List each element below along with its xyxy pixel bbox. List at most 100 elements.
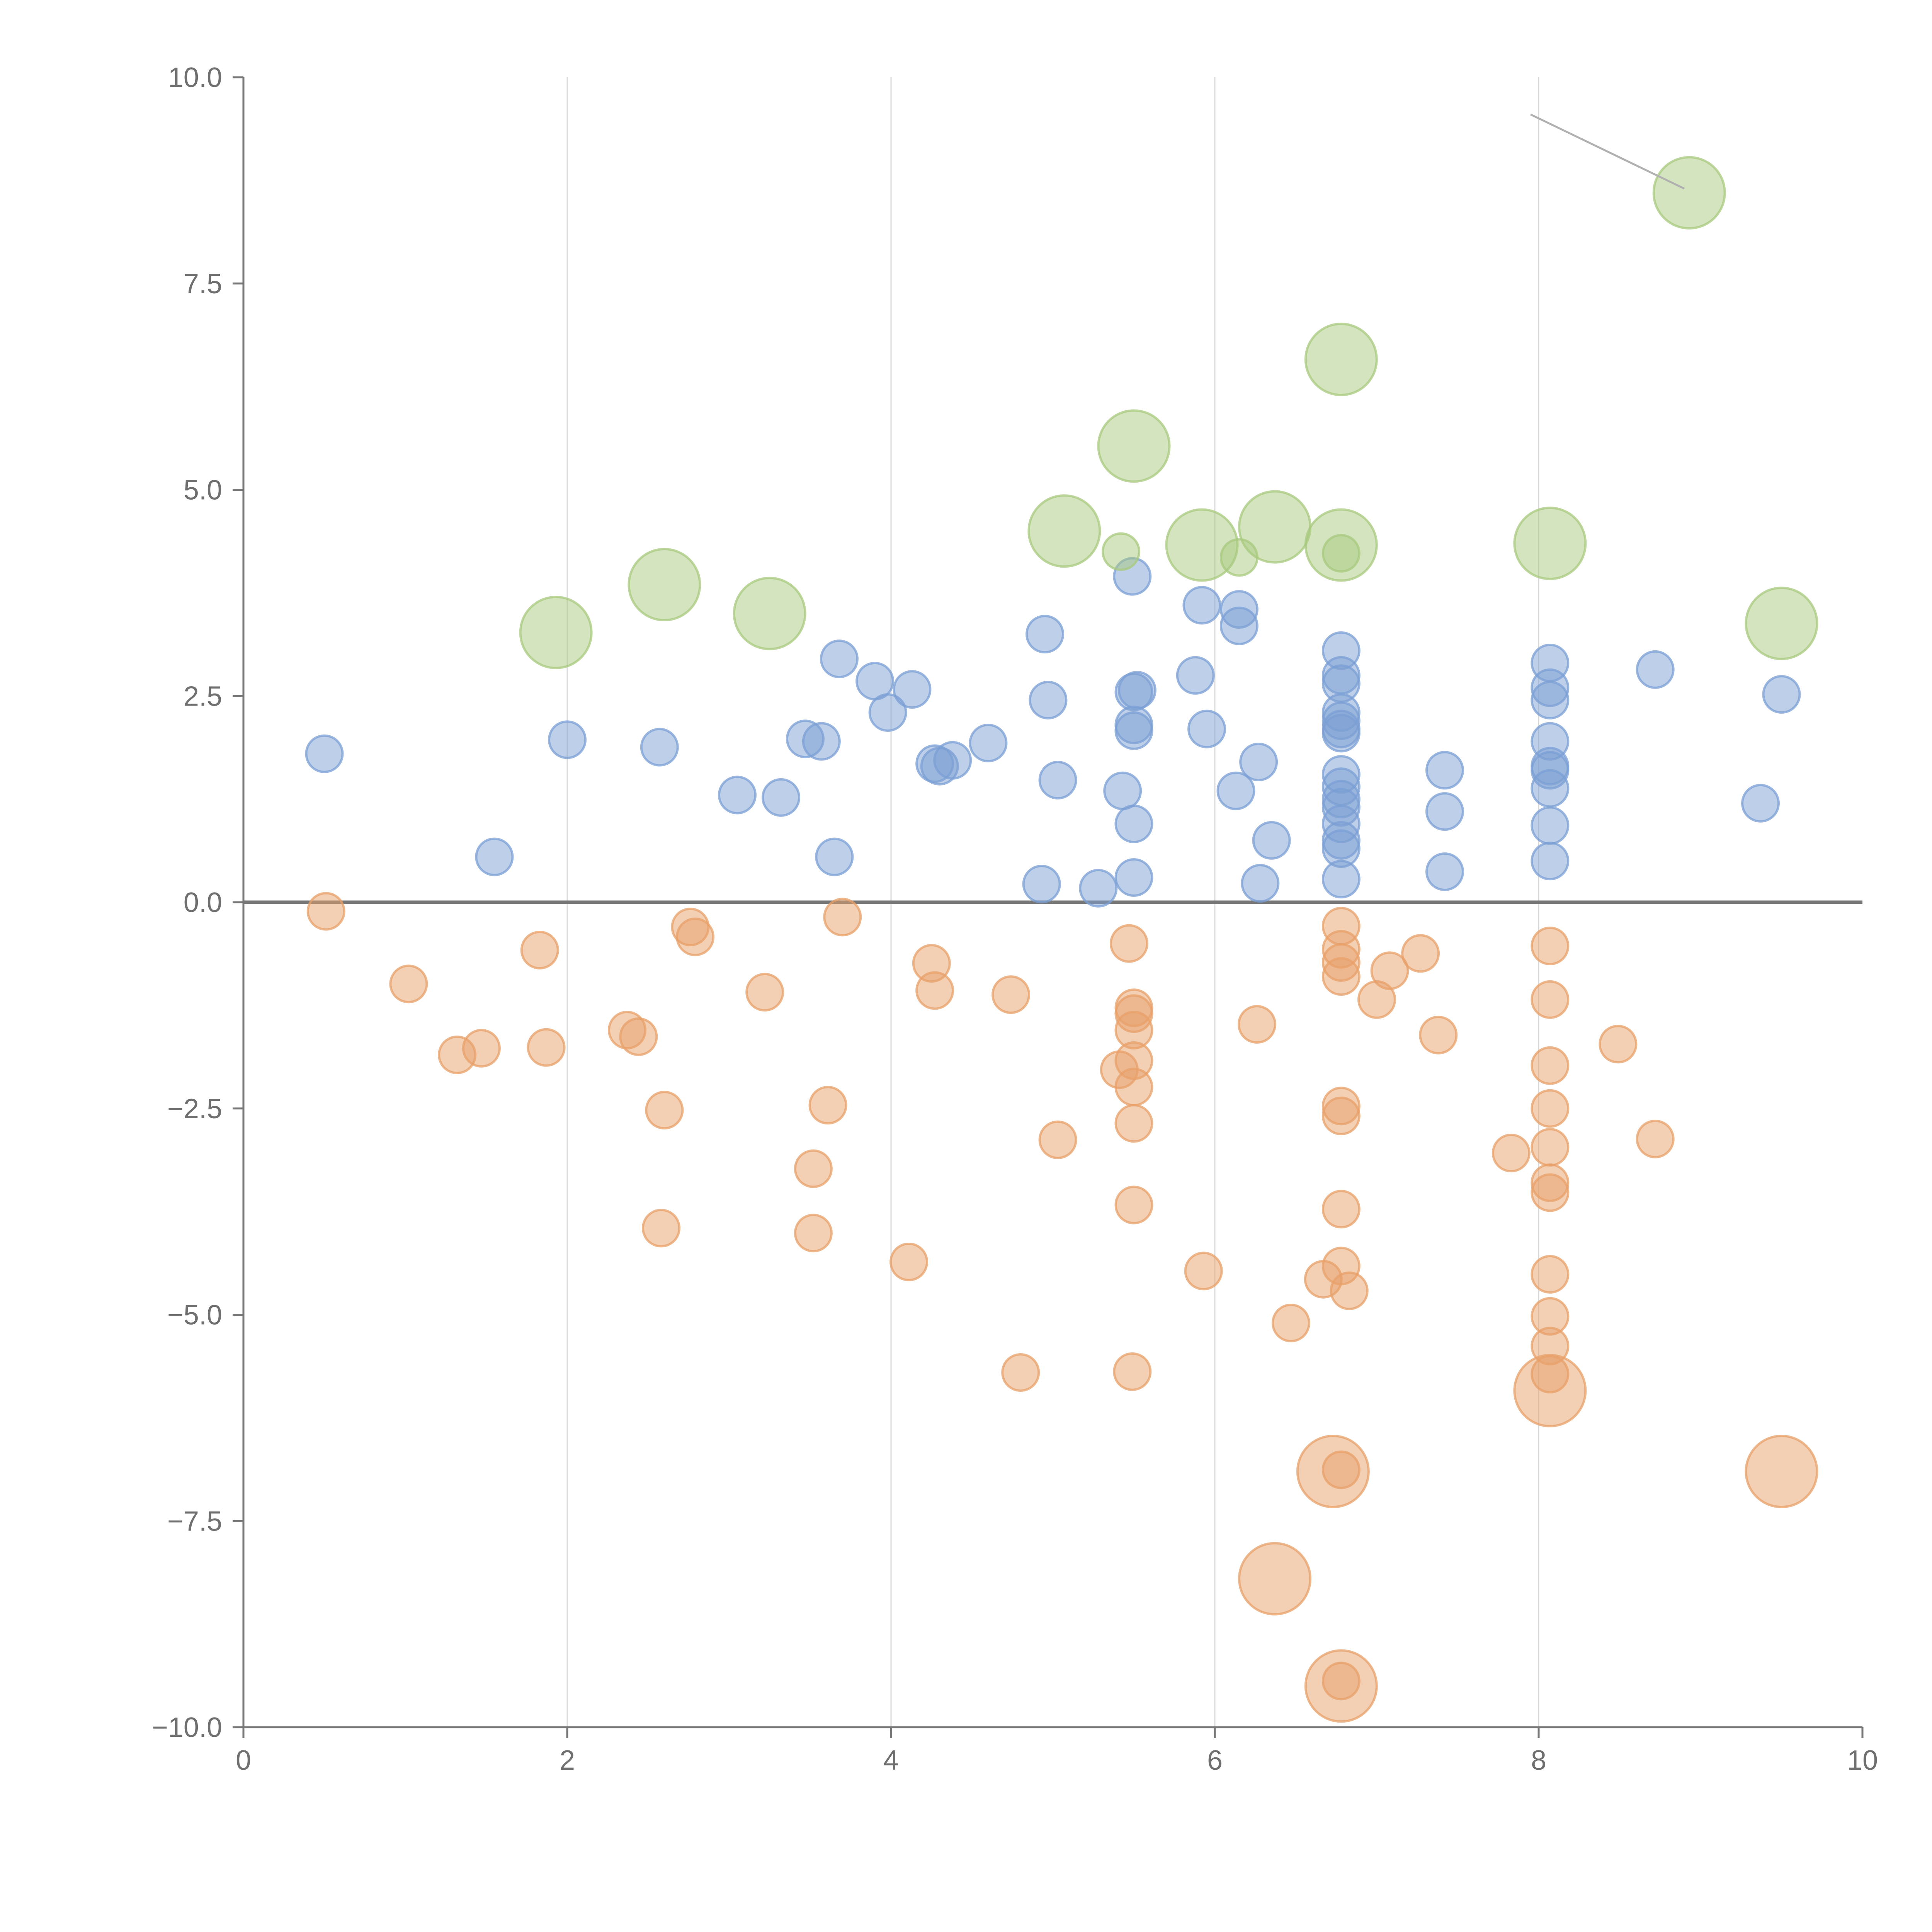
data-point-negative [1531,1255,1570,1294]
data-point-positive-small [1101,532,1140,571]
data-point-negative [794,1214,833,1253]
data-point-positive [893,670,932,709]
data-point-negative [1001,1353,1040,1392]
data-point-positive [969,723,1008,762]
y-tick-label: −2.5 [167,1094,222,1124]
x-tick-label: 8 [1531,1745,1546,1776]
data-point-negative-large [1304,1649,1378,1723]
data-point-positive [548,720,587,759]
axes: 10.0 7.5 5.0 2.5 0.0 −2.5 −5.0 −7.5 −10.0 0 2 4 6 8 10 [152,62,1878,1776]
data-point-negative-large [1296,1435,1370,1509]
data-point-negative [1321,1096,1361,1135]
data-point-positive [1216,771,1255,810]
data-point-positive [1425,852,1464,891]
annotation-leader-line [1530,113,1685,190]
data-point-negative [992,975,1031,1014]
y-tick-label: 0.0 [184,887,222,918]
data-point-positive [1038,761,1077,800]
data-point-negative [1370,951,1409,990]
data-point-positive [1241,864,1280,903]
data-point-positive-large [1304,323,1378,396]
data-point-negative [462,1029,501,1068]
data-point-negative [1492,1134,1531,1173]
y-tick-label: 5.0 [184,475,222,506]
data-points [305,156,1818,1723]
data-point-positive-large [628,548,701,622]
data-point-negative [915,971,954,1010]
x-tick-label: 4 [883,1745,899,1776]
data-point-negative [1531,927,1570,966]
data-point-positive [1029,680,1068,719]
data-point-positive [1176,656,1215,695]
data-point-negative [1531,1046,1570,1085]
data-point-positive-small [1219,538,1259,577]
data-point-negative [1401,934,1440,973]
data-point-positive [1239,743,1278,782]
data-point-positive-large [733,577,806,650]
data-point-positive [1741,784,1780,823]
data-point-positive [1531,680,1570,719]
data-point-negative [1113,1352,1152,1391]
data-point-positive [718,776,757,815]
data-point-negative [306,892,345,931]
data-point-positive [933,741,972,780]
data-point-negative [1330,1271,1369,1310]
data-point-positive-large [1097,409,1171,483]
data-point-negative [1271,1303,1310,1342]
data-point-negative [1321,1190,1361,1229]
data-point-negative [1184,1252,1223,1291]
x-tick-label: 2 [560,1745,575,1776]
data-point-negative [1599,1025,1638,1064]
y-tick-label: 7.5 [184,269,222,299]
data-point-positive [1321,714,1361,753]
data-point-positive [1531,806,1570,845]
data-point-negative [1531,1128,1570,1167]
data-point-negative-large [1745,1435,1818,1509]
data-point-positive-small [1321,534,1361,573]
data-point-negative [642,1209,681,1248]
data-point-positive [1531,769,1570,808]
y-tick-label: 10.0 [168,62,222,93]
data-point-positive [640,728,679,767]
x-tick-label: 6 [1207,1745,1223,1776]
data-point-positive [1252,821,1291,860]
data-point-positive [802,722,841,761]
data-point-negative [808,1086,847,1125]
y-tick-label: −5.0 [167,1300,222,1331]
data-point-negative [1114,1104,1153,1143]
data-point-positive [815,837,854,876]
data-point-positive [1762,675,1801,714]
data-point-positive-large [1652,156,1726,230]
data-point-negative [389,964,428,1003]
x-tick-label: 0 [236,1745,251,1776]
data-point-positive-large [1745,587,1818,660]
data-point-negative [1636,1119,1675,1158]
data-point-negative [1038,1120,1077,1159]
data-point-negative-large [1513,1354,1587,1427]
data-point-positive [1636,650,1675,689]
data-point-positive [1425,751,1464,790]
data-point-negative [527,1028,566,1067]
data-point-positive-large [1027,494,1101,568]
x-tick-label: 10 [1847,1745,1878,1776]
data-point-positive-large [1513,507,1587,580]
data-point-positive [1321,860,1361,899]
data-point-negative [1321,957,1361,996]
data-point-positive [1103,771,1142,810]
data-point-negative [823,898,862,937]
data-point-positive [820,639,859,679]
data-point-positive [1022,865,1061,904]
data-point-positive [1026,615,1065,654]
data-point-positive [762,778,801,817]
data-point-negative [1419,1015,1458,1054]
data-point-negative [1114,988,1153,1027]
data-point-negative [1531,1173,1570,1212]
data-point-negative [1531,1089,1570,1128]
data-point-positive [1187,709,1226,748]
data-point-positive [1425,792,1464,831]
data-point-negative [1531,980,1570,1019]
data-point-negative [1237,1005,1276,1044]
data-point-negative-large [1238,1542,1312,1616]
data-point-positive [1531,842,1570,881]
data-point-negative [645,1091,684,1130]
